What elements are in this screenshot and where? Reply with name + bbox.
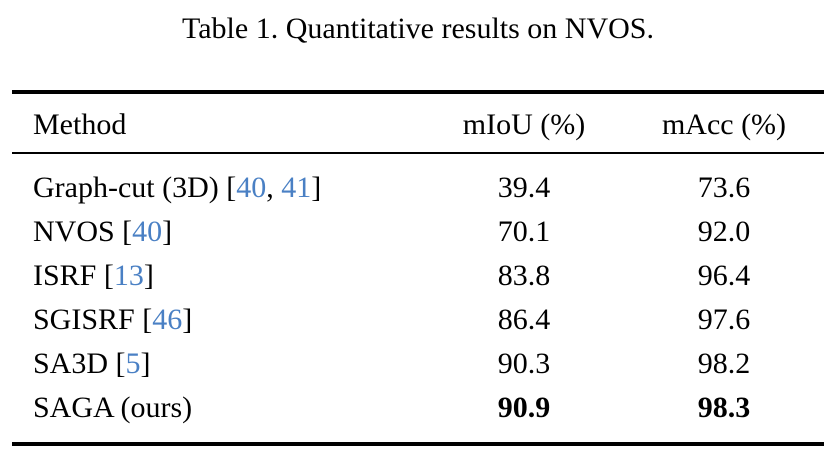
macc-cell: 96.4 <box>697 259 751 292</box>
table-row: ISRF [13] 83.8 96.4 <box>12 254 824 298</box>
method-cell: ISRF [13] <box>12 259 424 293</box>
miou-cell: 86.4 <box>497 303 551 336</box>
table-row: SGISRF [46] 86.4 97.6 <box>12 298 824 342</box>
table-row: Graph-cut (3D) [40, 41] 39.4 73.6 <box>12 166 824 210</box>
column-header-method: Method <box>33 108 127 141</box>
method-label: Graph-cut (3D) [ <box>33 171 237 204</box>
table-caption: Table 1. Quantitative results on NVOS. <box>182 12 654 45</box>
miou-cell: 90.9 <box>497 391 551 424</box>
method-label: SA3D [ <box>33 347 126 380</box>
table-row: SA3D [5] 90.3 98.2 <box>12 342 824 386</box>
method-label: ] <box>143 259 154 292</box>
method-label: , <box>266 171 282 204</box>
citation-link[interactable]: 46 <box>152 303 183 336</box>
method-cell: SGISRF [46] <box>12 303 424 337</box>
method-label: ISRF [ <box>33 259 114 292</box>
macc-cell: 97.6 <box>697 303 751 336</box>
miou-cell: 39.4 <box>497 171 551 204</box>
citation-link[interactable]: 40 <box>132 215 163 248</box>
method-label: ] <box>140 347 151 380</box>
table-header-row: Method mIoU (%) mAcc (%) <box>12 94 824 154</box>
citation-link[interactable]: 41 <box>281 171 312 204</box>
method-label: ] <box>162 215 173 248</box>
citation-link[interactable]: 5 <box>125 347 141 380</box>
miou-cell: 90.3 <box>497 347 551 380</box>
macc-cell: 92.0 <box>697 215 751 248</box>
miou-cell: 70.1 <box>497 215 551 248</box>
citation-link[interactable]: 13 <box>113 259 144 292</box>
citation-link[interactable]: 40 <box>236 171 267 204</box>
miou-cell: 83.8 <box>497 259 551 292</box>
column-header-miou: mIoU (%) <box>462 108 586 141</box>
macc-cell: 98.3 <box>697 391 751 424</box>
method-label: ] <box>311 171 322 204</box>
method-label: SGISRF [ <box>33 303 153 336</box>
method-label: NVOS [ <box>33 215 133 248</box>
method-cell: SA3D [5] <box>12 347 424 381</box>
method-cell: Graph-cut (3D) [40, 41] <box>12 171 424 205</box>
method-label: SAGA (ours) <box>33 391 193 424</box>
table-row: NVOS [40] 70.1 92.0 <box>12 210 824 254</box>
method-label: ] <box>182 303 193 336</box>
results-table: Method mIoU (%) mAcc (%) Graph-cut (3D) … <box>12 90 824 446</box>
table-body: Graph-cut (3D) [40, 41] 39.4 73.6 NVOS [… <box>12 154 824 442</box>
column-header-macc: mAcc (%) <box>661 108 787 141</box>
table-row: SAGA (ours) 90.9 98.3 <box>12 386 824 430</box>
method-cell: SAGA (ours) <box>12 391 424 425</box>
method-cell: NVOS [40] <box>12 215 424 249</box>
macc-cell: 73.6 <box>697 171 751 204</box>
macc-cell: 98.2 <box>697 347 751 380</box>
